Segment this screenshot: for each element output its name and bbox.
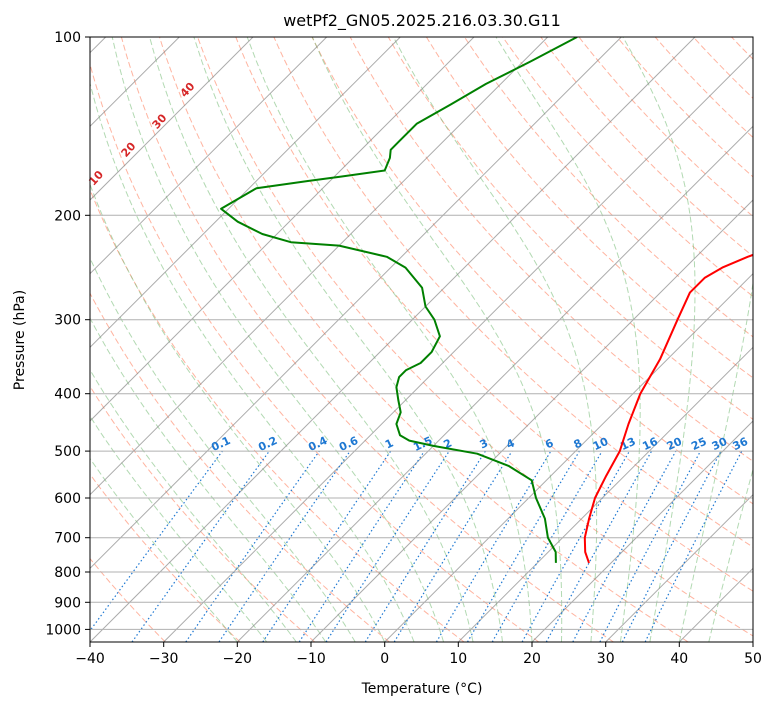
dry-adiabat bbox=[311, 37, 753, 505]
mixing-ratio-line bbox=[298, 450, 425, 642]
moist-adiabat bbox=[90, 415, 268, 642]
mixing-ratio-line bbox=[325, 450, 450, 642]
mixing-ratio-line bbox=[545, 450, 653, 642]
x-tick-label: −30 bbox=[149, 651, 179, 667]
x-tick-label: −20 bbox=[223, 651, 253, 667]
x-tick-label: 10 bbox=[449, 651, 467, 667]
chart-title: wetPf2_GN05.2025.216.03.30.G11 bbox=[283, 11, 561, 31]
y-tick-label: 400 bbox=[54, 387, 81, 403]
dry-adiabat bbox=[159, 37, 689, 642]
pressure-grid bbox=[90, 37, 753, 630]
mixing-ratio-label: 36 bbox=[731, 435, 751, 453]
y-tick-label: 1000 bbox=[45, 622, 81, 638]
mixing-ratio-line bbox=[393, 450, 513, 642]
dry-adiabat bbox=[235, 37, 753, 592]
mixing-ratio-line bbox=[185, 450, 320, 642]
mixing-ratio-label: 16 bbox=[640, 435, 660, 453]
mixing-ratio-label: 30 bbox=[710, 435, 730, 453]
dry-adiabat bbox=[90, 188, 465, 642]
x-tick-label: 50 bbox=[744, 651, 762, 667]
moist-adiabat bbox=[90, 182, 386, 642]
x-axis-label: Temperature (°C) bbox=[361, 681, 483, 697]
x-tick-label: 30 bbox=[597, 651, 615, 667]
isotherm bbox=[90, 37, 254, 201]
y-tick-label: 900 bbox=[54, 595, 81, 611]
plot-frame bbox=[89, 36, 754, 643]
isotherm bbox=[310, 199, 753, 642]
y-tick-label: 700 bbox=[54, 531, 81, 547]
isotherm bbox=[90, 37, 475, 422]
y-tick-label: 200 bbox=[54, 208, 81, 224]
isotherm bbox=[90, 37, 401, 349]
isotherm bbox=[605, 493, 753, 642]
background-lines bbox=[90, 37, 753, 642]
isotherm bbox=[90, 37, 328, 275]
mixing-ratio-line bbox=[644, 450, 743, 642]
x-tick-label: 40 bbox=[670, 651, 688, 667]
temperature-profile bbox=[583, 253, 753, 564]
x-axis-ticks: −40 −30 −20 −10 0 10 20 30 40 50 bbox=[75, 642, 762, 667]
dry-adiabat bbox=[90, 385, 316, 642]
mixing-ratio-line bbox=[572, 450, 677, 642]
moist-adiabat bbox=[149, 37, 474, 642]
y-tick-label: 300 bbox=[54, 313, 81, 329]
dry-adiabat bbox=[387, 37, 753, 420]
isotherm bbox=[163, 51, 753, 642]
x-tick-label: 0 bbox=[380, 651, 389, 667]
dry-adiabat bbox=[90, 292, 390, 642]
y-axis-label: Pressure (hPa) bbox=[12, 290, 28, 390]
moist-adiabat bbox=[90, 457, 238, 642]
line-labels: 0.1 0.2 0.4 0.6 1 1.5 2 3 4 6 8 10 13 16 20 25 30 3610203… bbox=[86, 80, 750, 454]
mixing-ratio-label: 25 bbox=[689, 435, 708, 453]
isotherm bbox=[90, 37, 622, 570]
dry-adiabat bbox=[90, 473, 241, 642]
x-tick-label: −10 bbox=[296, 651, 326, 667]
dry-adiabat bbox=[197, 37, 753, 637]
isotherm bbox=[90, 37, 696, 642]
isotherm bbox=[384, 272, 753, 642]
moist-adiabat bbox=[90, 256, 356, 642]
moist-adiabat bbox=[622, 37, 696, 642]
y-tick-label: 800 bbox=[54, 565, 81, 581]
moist-adiabat bbox=[246, 37, 533, 642]
dry-adiabat bbox=[349, 37, 753, 462]
x-tick-label: −40 bbox=[75, 651, 105, 667]
y-tick-label: 100 bbox=[54, 30, 81, 46]
isotherm bbox=[457, 346, 753, 642]
isotherm bbox=[236, 125, 753, 642]
y-tick-label: 500 bbox=[54, 444, 81, 460]
moist-adiabat bbox=[311, 37, 563, 642]
moist-adiabat bbox=[392, 37, 598, 642]
dewpoint-profile bbox=[220, 37, 578, 563]
x-tick-label: 20 bbox=[523, 651, 541, 667]
mixing-ratio-label: 20 bbox=[665, 435, 685, 453]
isotherm bbox=[90, 37, 549, 496]
dry-adiabat bbox=[90, 62, 540, 642]
mixing-ratio-label: 10 bbox=[591, 435, 611, 453]
mixing-ratio-line bbox=[521, 450, 631, 642]
mixing-ratio-line bbox=[131, 450, 270, 642]
dry-adiabat bbox=[120, 37, 614, 642]
mixing-ratio-line bbox=[262, 450, 392, 642]
moist-adiabat bbox=[678, 280, 753, 642]
y-tick-label: 600 bbox=[54, 491, 81, 507]
profiles bbox=[220, 37, 753, 564]
isotherm bbox=[531, 420, 753, 642]
moist-adiabat bbox=[111, 37, 445, 642]
moist-adiabat bbox=[495, 37, 641, 642]
mixing-ratio-line bbox=[90, 450, 223, 632]
mixing-ratio-line bbox=[218, 450, 351, 642]
y-axis-ticks: 100 200 300 400 500 600 700 800 900 1000 bbox=[45, 30, 90, 638]
